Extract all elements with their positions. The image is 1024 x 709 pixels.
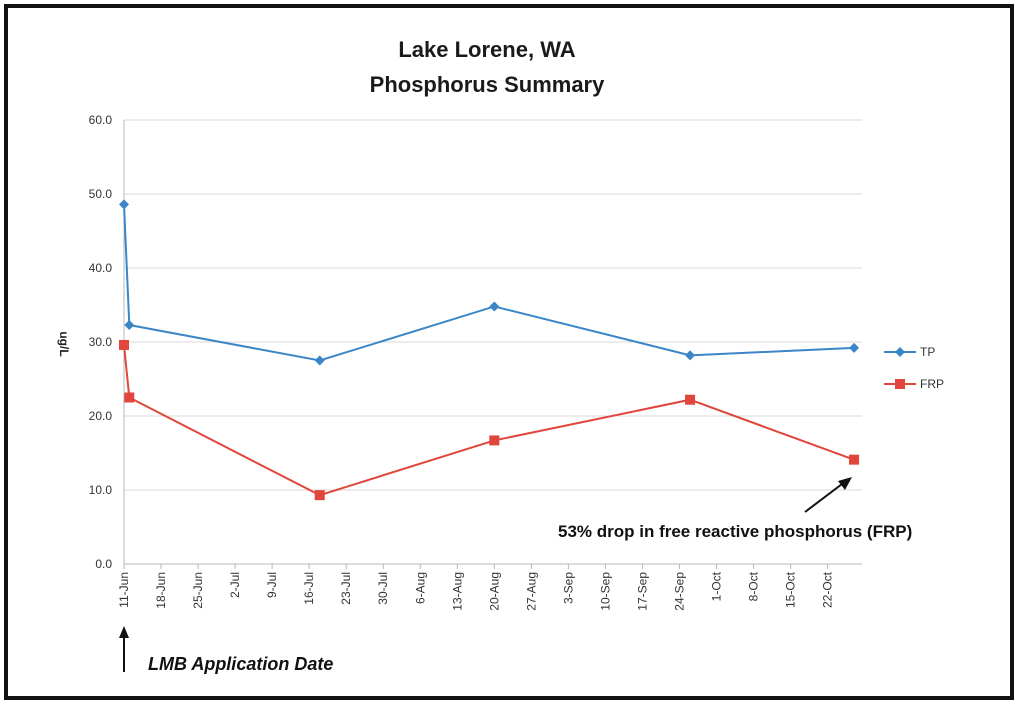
- grid: [123, 119, 862, 565]
- series-line-tp: [123, 204, 855, 362]
- chart-subtitle: Phosphorus Summary: [370, 72, 605, 97]
- x-tick-label: 2-Jul: [228, 572, 242, 598]
- x-tick-label: 17-Sep: [635, 572, 649, 611]
- frp-drop-arrowhead: [838, 477, 852, 490]
- series-line-frp: [123, 344, 855, 497]
- x-tick-label: 25-Jun: [191, 572, 205, 609]
- y-tick-label: 20.0: [89, 409, 113, 423]
- application-date-arrowhead: [119, 626, 129, 638]
- data-point-tp: [489, 301, 500, 312]
- x-tick-label: 10-Sep: [598, 572, 612, 611]
- y-tick-label: 10.0: [89, 483, 113, 497]
- x-tick-label: 30-Jul: [376, 572, 390, 605]
- data-point-frp: [314, 490, 325, 501]
- legend-label-tp: TP: [920, 345, 935, 359]
- data-point-frp: [124, 392, 135, 403]
- x-tick-label: 11-Jun: [117, 572, 131, 608]
- x-tick-label: 23-Jul: [339, 572, 353, 605]
- data-point-tp: [124, 319, 135, 330]
- application-date-text: LMB Application Date: [148, 654, 333, 674]
- x-tick-label: 6-Aug: [413, 572, 427, 604]
- y-tick-label: 40.0: [89, 261, 113, 275]
- y-tick-label: 50.0: [89, 187, 113, 201]
- x-tick-label: 3-Sep: [561, 572, 575, 604]
- data-point-tp: [314, 355, 325, 366]
- x-tick-label: 18-Jun: [154, 572, 168, 609]
- x-axis-ticks: 11-Jun 18-Jun 25-Jun 2-Jul 9-Jul 16-Jul 23-Jul…: [117, 564, 835, 611]
- application-date-annotation: LMB Application Date: [119, 626, 333, 674]
- x-tick-label: 24-Sep: [672, 572, 686, 611]
- x-tick-label: 15-Oct: [784, 571, 798, 608]
- data-point-frp: [119, 339, 129, 350]
- x-tick-label: 27-Aug: [524, 572, 538, 611]
- y-tick-label: 30.0: [89, 335, 113, 349]
- y-axis-label: ug/L: [57, 331, 71, 356]
- x-tick-label: 20-Aug: [487, 572, 501, 611]
- legend-label-frp: FRP: [920, 377, 944, 391]
- data-point-tp: [685, 350, 696, 361]
- series-layer: [119, 199, 860, 501]
- legend[interactable]: TP FRP: [884, 345, 944, 391]
- y-tick-label: 60.0: [89, 113, 113, 127]
- x-tick-label: 8-Oct: [747, 571, 761, 601]
- x-tick-label: 1-Oct: [710, 571, 724, 601]
- frp-drop-text: 53% drop in free reactive phosphorus (FR…: [558, 522, 912, 541]
- legend-marker-frp: [895, 379, 905, 389]
- y-tick-label: 0.0: [95, 557, 112, 571]
- frp-drop-annotation: 53% drop in free reactive phosphorus (FR…: [558, 477, 912, 541]
- data-point-tp: [849, 342, 860, 353]
- frp-drop-arrow: [804, 480, 847, 513]
- x-tick-label: 9-Jul: [265, 572, 279, 598]
- y-axis-ticks: 0.0 10.0 20.0 30.0 40.0 50.0 60.0: [89, 113, 113, 571]
- x-tick-label: 16-Jul: [302, 572, 316, 605]
- data-point-tp: [119, 199, 129, 210]
- legend-marker-tp: [895, 347, 905, 357]
- x-tick-label: 13-Aug: [450, 572, 464, 611]
- x-tick-label: 22-Oct: [821, 571, 835, 608]
- chart-title: Lake Lorene, WA: [398, 37, 575, 62]
- data-point-frp: [685, 394, 696, 405]
- data-point-frp: [489, 435, 500, 446]
- data-point-frp: [849, 454, 860, 465]
